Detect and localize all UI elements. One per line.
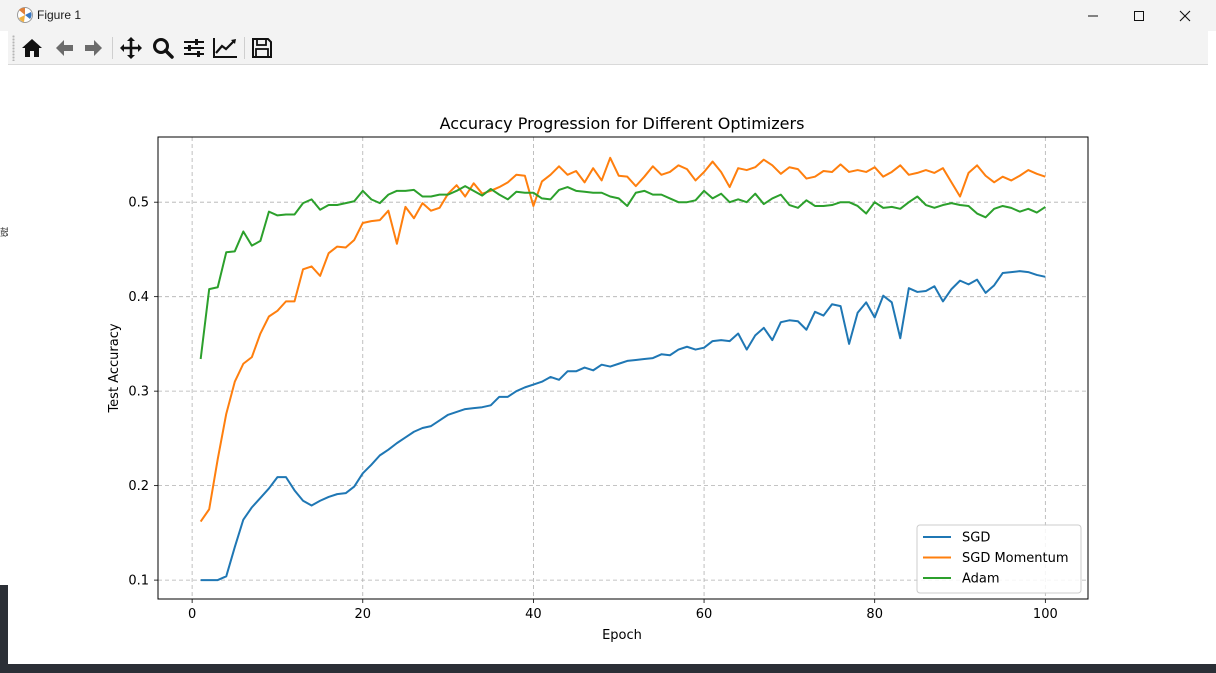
forward-button[interactable] [80, 34, 108, 62]
chart-figure[interactable]: Accuracy Progression for Different Optim… [8, 65, 1208, 664]
taskbar-strip [0, 664, 1216, 673]
y-tick-label: 0.4 [128, 290, 149, 305]
legend-label: Adam [962, 572, 1000, 587]
forward-arrow-icon [85, 40, 102, 56]
x-axis-label: Epoch [602, 628, 642, 643]
home-button[interactable] [18, 34, 46, 62]
configure-subplots-icon [184, 39, 204, 57]
legend-label: SGD [962, 531, 990, 546]
x-tick-label: 20 [354, 607, 371, 622]
desktop-background [0, 585, 8, 673]
maximize-icon [1134, 10, 1144, 21]
close-button[interactable] [1162, 0, 1208, 31]
save-icon [252, 38, 272, 58]
title-bar[interactable]: Figure 1 [0, 0, 1216, 31]
window-title: Figure 1 [37, 8, 82, 22]
zoom-icon [153, 38, 174, 59]
toolbar-grip[interactable] [12, 35, 15, 61]
y-axis-label: Test Accuracy [107, 323, 122, 413]
x-tick-label: 60 [696, 607, 713, 622]
series-lines [199, 156, 1046, 582]
grid-lines [158, 137, 1088, 599]
edit-axis-icon [213, 38, 237, 58]
x-tick-label: 80 [866, 607, 883, 622]
plot-frame [157, 136, 1089, 600]
zoom-button[interactable] [149, 34, 177, 62]
toolbar-separator [244, 37, 245, 59]
save-button[interactable] [248, 34, 276, 62]
legend-label: SGD Momentum [962, 551, 1069, 566]
matplotlib-app-icon [16, 6, 34, 24]
pan-icon [120, 37, 142, 59]
y-tick-label: 0.3 [128, 385, 149, 400]
maximize-button[interactable] [1116, 0, 1162, 31]
minimize-button[interactable] [1070, 0, 1116, 31]
back-button[interactable] [50, 34, 78, 62]
series-line-sgd [200, 270, 1046, 582]
pan-button[interactable] [117, 34, 145, 62]
legend-box [916, 524, 1082, 594]
back-arrow-icon [56, 40, 73, 56]
y-tick-label: 0.1 [128, 574, 149, 589]
chart-title: Accuracy Progression for Different Optim… [440, 114, 805, 133]
legend: SGD SGD Momentum Adam [916, 524, 1082, 594]
series-line-sgd-momentum [199, 156, 1046, 523]
minimize-icon [1088, 15, 1098, 16]
edit-axis-button[interactable] [211, 34, 239, 62]
axis-ticks: 0 20 40 60 80 100 0.1 0.2 0.3 0.4 0.5 [128, 196, 1057, 622]
toolbar-separator [112, 37, 113, 59]
x-tick-label: 40 [525, 607, 542, 622]
configure-subplots-button[interactable] [180, 34, 208, 62]
x-tick-label: 0 [188, 607, 196, 622]
navigation-toolbar [8, 31, 1208, 65]
side-glyph: 鼓 [0, 228, 10, 239]
x-tick-label: 100 [1033, 607, 1058, 622]
y-tick-label: 0.5 [128, 196, 149, 211]
home-icon [22, 39, 42, 57]
close-icon [1179, 10, 1191, 21]
series-line-adam [199, 185, 1046, 360]
y-tick-label: 0.2 [128, 479, 149, 494]
